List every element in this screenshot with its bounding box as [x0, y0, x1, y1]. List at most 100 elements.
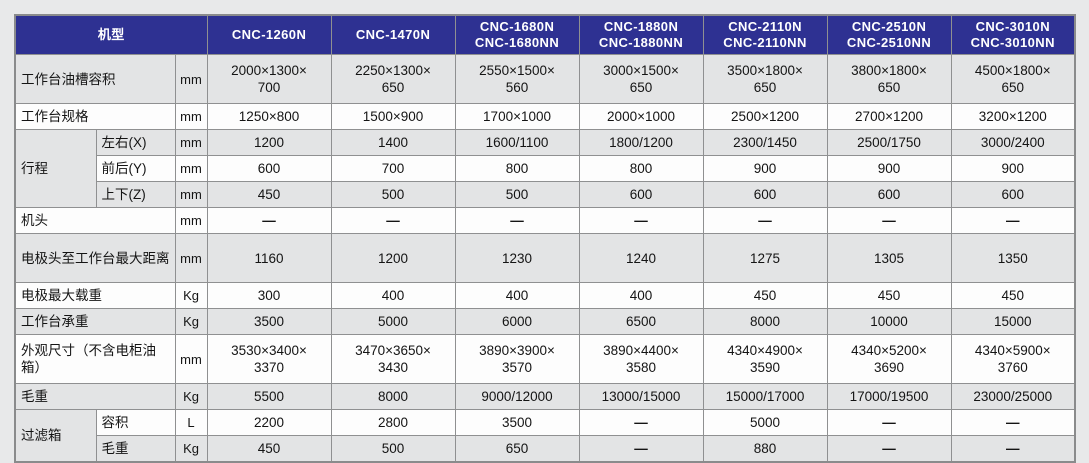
unit-cell: Kg — [174, 308, 208, 335]
machine-spec-sheet: 机型 CNC-1260N CNC-1470N CNC-1680N CNC-168… — [14, 14, 1077, 463]
row-sublabel: 容积 — [95, 409, 176, 436]
spec-value: 15000/17000 — [702, 383, 828, 410]
spec-value: 5500 — [206, 383, 332, 410]
row-label: 电极头至工作台最大距离 — [14, 233, 176, 283]
spec-value: 1400 — [330, 129, 456, 156]
spec-value: 2500/1750 — [826, 129, 952, 156]
row-sublabel: 前后(Y) — [95, 155, 176, 182]
model-header-label: 机型 — [14, 14, 208, 55]
spec-value: 8000 — [702, 308, 828, 335]
spec-value: 4340×4900× 3590 — [702, 334, 828, 384]
spec-value: 6500 — [578, 308, 704, 335]
spec-table: 机型 CNC-1260N CNC-1470N CNC-1680N CNC-168… — [14, 14, 1077, 463]
spec-value: 3000/2400 — [950, 129, 1076, 156]
spec-value: 1250×800 — [206, 103, 332, 130]
spec-value: 4340×5900× 3760 — [950, 334, 1076, 384]
spec-value: 3470×3650× 3430 — [330, 334, 456, 384]
spec-value: 300 — [206, 282, 332, 309]
unit-cell: mm — [174, 129, 208, 156]
unit-cell: Kg — [174, 282, 208, 309]
spec-value: 2300/1450 — [702, 129, 828, 156]
spec-value: 880 — [702, 435, 828, 463]
spec-value: 2800 — [330, 409, 456, 436]
spec-value: 600 — [206, 155, 332, 182]
spec-value: 400 — [578, 282, 704, 309]
spec-value: 1800/1200 — [578, 129, 704, 156]
spec-value: — — [206, 207, 332, 234]
spec-value: 500 — [330, 435, 456, 463]
spec-value: 3800×1800× 650 — [826, 54, 952, 104]
row-stroke-y: 前后(Y) mm 600 700 800 800 900 900 900 — [15, 155, 1076, 182]
unit-cell: mm — [174, 334, 208, 384]
model-column-header: CNC-2110N CNC-2110NN — [702, 14, 828, 55]
spec-value: 6000 — [454, 308, 580, 335]
spec-value: 900 — [702, 155, 828, 182]
spec-value: — — [330, 207, 456, 234]
spec-value: 2500×1200 — [702, 103, 828, 130]
spec-value: — — [826, 409, 952, 436]
row-electrode-max-load: 电极最大载重 Kg 300 400 400 400 450 450 450 — [14, 282, 1076, 309]
row-label: 电极最大载重 — [14, 282, 176, 309]
row-sublabel: 上下(Z) — [95, 181, 176, 208]
spec-value: 1500×900 — [330, 103, 456, 130]
model-column-header: CNC-1880N CNC-1880NN — [578, 14, 704, 55]
spec-value: — — [950, 207, 1076, 234]
spec-value: 1275 — [702, 233, 828, 283]
spec-value: 800 — [454, 155, 580, 182]
spec-value: 2550×1500× 560 — [454, 54, 580, 104]
row-gross-weight: 毛重 Kg 5500 8000 9000/12000 13000/15000 1… — [14, 383, 1076, 410]
spec-value: 3500 — [206, 308, 332, 335]
unit-cell: Kg — [174, 435, 208, 463]
spec-value: 13000/15000 — [578, 383, 704, 410]
spec-value: 1230 — [454, 233, 580, 283]
spec-value: 5000 — [330, 308, 456, 335]
spec-value: 700 — [330, 155, 456, 182]
spec-value: 17000/19500 — [826, 383, 952, 410]
spec-value: 2000×1000 — [578, 103, 704, 130]
spec-value: 600 — [702, 181, 828, 208]
spec-value: — — [578, 435, 704, 463]
header-row: 机型 CNC-1260N CNC-1470N CNC-1680N CNC-168… — [14, 14, 1076, 55]
unit-cell: mm — [174, 207, 208, 234]
spec-value: 4500×1800× 650 — [950, 54, 1076, 104]
spec-value: 2000×1300× 700 — [206, 54, 332, 104]
spec-value: 800 — [578, 155, 704, 182]
spec-value: 10000 — [826, 308, 952, 335]
row-filter-tank-weight: 毛重 Kg 450 500 650 — 880 — — — [15, 435, 1076, 463]
spec-value: 500 — [330, 181, 456, 208]
row-stroke-z: 上下(Z) mm 450 500 500 600 600 600 600 — [15, 181, 1076, 208]
spec-value: 2250×1300× 650 — [330, 54, 456, 104]
spec-value: 400 — [454, 282, 580, 309]
unit-cell: mm — [174, 103, 208, 130]
unit-cell: mm — [174, 54, 208, 104]
spec-value: 1350 — [950, 233, 1076, 283]
spec-value: 500 — [454, 181, 580, 208]
unit-cell: mm — [174, 155, 208, 182]
spec-value: 450 — [950, 282, 1076, 309]
row-worktable-oil-tank: 工作台油槽容积 mm 2000×1300× 700 2250×1300× 650… — [14, 54, 1076, 104]
spec-value: 450 — [206, 435, 332, 463]
spec-value: — — [950, 409, 1076, 436]
row-table-load-capacity: 工作台承重 Kg 3500 5000 6000 6500 8000 10000 … — [14, 308, 1076, 335]
spec-value: 1600/1100 — [454, 129, 580, 156]
row-electrode-to-table-distance: 电极头至工作台最大距离 mm 1160 1200 1230 1240 1275 … — [14, 233, 1076, 283]
spec-value: 1305 — [826, 233, 952, 283]
spec-value: 600 — [578, 181, 704, 208]
spec-value: 2700×1200 — [826, 103, 952, 130]
spec-value: 23000/25000 — [950, 383, 1076, 410]
spec-value: 3890×3900× 3570 — [454, 334, 580, 384]
row-worktable-size: 工作台规格 mm 1250×800 1500×900 1700×1000 200… — [14, 103, 1076, 130]
spec-value: 650 — [454, 435, 580, 463]
row-label: 工作台规格 — [14, 103, 176, 130]
spec-value: — — [826, 435, 952, 463]
unit-cell: mm — [174, 233, 208, 283]
row-machine-head: 机头 mm — — — — — — — — [14, 207, 1076, 234]
model-column-header: CNC-1680N CNC-1680NN — [454, 14, 580, 55]
row-group-label-stroke: 行程 — [14, 129, 97, 208]
spec-value: 450 — [702, 282, 828, 309]
spec-value: 1200 — [206, 129, 332, 156]
spec-value: 900 — [950, 155, 1076, 182]
spec-value: 3000×1500× 650 — [578, 54, 704, 104]
spec-value: 3200×1200 — [950, 103, 1076, 130]
spec-value: 15000 — [950, 308, 1076, 335]
